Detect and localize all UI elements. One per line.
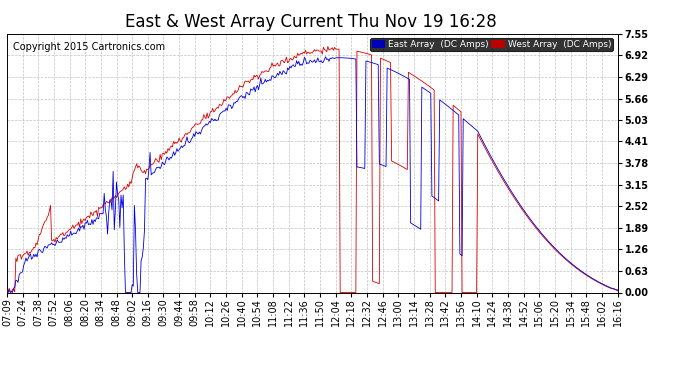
Legend: East Array  (DC Amps), West Array  (DC Amps): East Array (DC Amps), West Array (DC Amp… — [370, 38, 613, 51]
Text: Copyright 2015 Cartronics.com: Copyright 2015 Cartronics.com — [13, 42, 165, 51]
Text: East & West Array Current Thu Nov 19 16:28: East & West Array Current Thu Nov 19 16:… — [125, 13, 496, 31]
